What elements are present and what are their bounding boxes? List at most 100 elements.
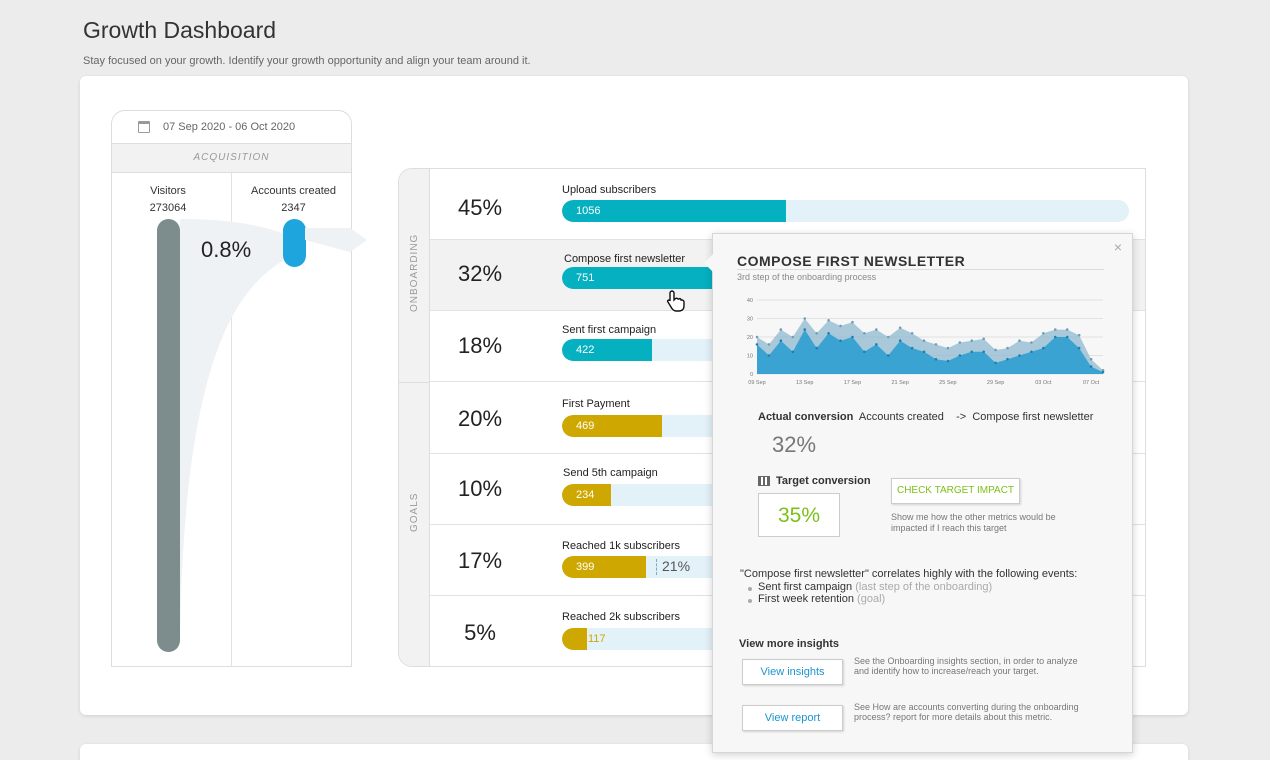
accounts-created-label: Accounts created bbox=[251, 185, 336, 197]
acquisition-flow-shape bbox=[180, 219, 283, 652]
popup-pointer bbox=[704, 254, 713, 272]
check-target-help: Show me how the other metrics would be i… bbox=[891, 512, 1056, 533]
chart-point bbox=[1077, 333, 1081, 337]
chart-x-tick-label: 21 Sep bbox=[891, 380, 908, 386]
chart-point bbox=[839, 324, 842, 328]
view-more-insights-heading: View more insights bbox=[739, 638, 840, 650]
target-conversion-input[interactable]: 35% bbox=[758, 493, 840, 537]
chart-point bbox=[910, 332, 914, 335]
actual-conversion-value: 32% bbox=[772, 432, 817, 457]
chart-point bbox=[1042, 332, 1045, 335]
chart-point bbox=[958, 341, 962, 344]
chart-point bbox=[1065, 335, 1069, 339]
chart-point bbox=[827, 319, 830, 322]
correlation-item: First week retention (goal) bbox=[748, 593, 886, 605]
correlation-hint: (last step of the onboarding) bbox=[855, 581, 993, 593]
date-range-picker[interactable]: 07 Sep 2020 - 06 Oct 2020 bbox=[112, 111, 351, 143]
chart-point bbox=[791, 335, 795, 339]
chart-point bbox=[970, 339, 974, 342]
chart-point bbox=[922, 339, 926, 342]
accounts-created-value: 2347 bbox=[281, 202, 306, 214]
target-marker bbox=[656, 559, 657, 575]
chart-point bbox=[815, 346, 818, 350]
view-insights-button[interactable]: View insights bbox=[742, 659, 843, 685]
close-icon[interactable]: × bbox=[1113, 239, 1122, 255]
chart-point bbox=[1101, 370, 1105, 374]
page-title: Growth Dashboard bbox=[83, 17, 277, 43]
step-bar-fill: 1056 bbox=[562, 200, 786, 222]
step-bar-fill: 234 bbox=[562, 484, 612, 506]
chart-point bbox=[946, 346, 950, 350]
chart-point bbox=[1089, 365, 1093, 368]
chart-point bbox=[958, 354, 962, 357]
chart-point bbox=[946, 359, 950, 363]
chart-point bbox=[898, 339, 902, 342]
chart-point bbox=[815, 332, 818, 335]
chart-y-tick-label: 0 bbox=[750, 372, 753, 378]
visitors-label: Visitors bbox=[150, 185, 186, 197]
chart-x-tick-label: 17 Sep bbox=[844, 380, 861, 386]
step-name: Send 5th campaign bbox=[563, 467, 658, 479]
chart-x-tick-label: 03 Oct bbox=[1035, 380, 1052, 386]
chart-x-tick-label: 07 Oct bbox=[1083, 380, 1100, 386]
step-details-popup: × COMPOSE FIRST NEWSLETTER 3rd step of t… bbox=[704, 233, 1133, 753]
chart-point bbox=[839, 339, 842, 342]
bullet-icon bbox=[748, 599, 752, 603]
onboarding-label: ONBOARDING bbox=[409, 233, 420, 312]
step-name: Reached 1k subscribers bbox=[562, 540, 681, 552]
actual-conversion-from: Accounts created bbox=[858, 411, 944, 423]
actual-conversion-to: Compose first newsletter bbox=[972, 411, 1094, 423]
chart-point bbox=[779, 339, 783, 342]
chart-point bbox=[1006, 357, 1009, 361]
funnel-step-row[interactable]: 45% Upload subscribers 1056 bbox=[430, 169, 1145, 240]
acquisition-panel: 07 Sep 2020 - 06 Oct 2020 ACQUISITION Vi… bbox=[111, 110, 352, 667]
acquisition-conversion-rate: 0.8% bbox=[201, 237, 252, 262]
chart-point bbox=[851, 320, 854, 324]
accounts-created-bar[interactable] bbox=[283, 219, 306, 267]
view-report-help: See How are accounts converting during t… bbox=[854, 702, 1079, 722]
chart-point bbox=[791, 350, 795, 354]
chart-point bbox=[922, 350, 926, 354]
step-percentage: 45% bbox=[457, 195, 503, 220]
chart-point bbox=[1065, 328, 1069, 331]
chart-y-tick-label: 30 bbox=[747, 317, 753, 323]
chart-point bbox=[1030, 350, 1033, 354]
page-subtitle: Stay focused on your growth. Identify yo… bbox=[83, 55, 531, 67]
chart-point bbox=[755, 335, 759, 339]
step-name: First Payment bbox=[562, 398, 630, 410]
chart-point bbox=[982, 337, 985, 341]
chart-point bbox=[803, 317, 807, 320]
visitors-value: 273064 bbox=[149, 202, 187, 214]
view-report-button[interactable]: View report bbox=[742, 705, 843, 731]
correlation-hint: (goal) bbox=[857, 593, 886, 605]
visitors-bar[interactable] bbox=[157, 219, 180, 652]
step-percentage: 5% bbox=[464, 620, 496, 645]
chart-point bbox=[779, 328, 783, 331]
target-marker-label: 21% bbox=[662, 558, 691, 574]
chart-point bbox=[851, 335, 854, 339]
flag-icon bbox=[758, 476, 770, 486]
correlation-event: First week retention bbox=[758, 593, 854, 605]
step-bar-track[interactable]: 1056 bbox=[562, 200, 1129, 222]
chart-point bbox=[1030, 341, 1033, 344]
conversion-arrow: -> bbox=[956, 411, 967, 423]
chart-point bbox=[1077, 346, 1081, 350]
step-bar-fill: 117 bbox=[562, 628, 606, 650]
step-name: Compose first newsletter bbox=[564, 253, 686, 265]
chart-point bbox=[898, 326, 902, 330]
chart-point bbox=[803, 328, 807, 331]
date-range-text: 07 Sep 2020 - 06 Oct 2020 bbox=[163, 121, 296, 133]
chart-x-tick-label: 25 Sep bbox=[939, 380, 956, 386]
column-divider bbox=[231, 173, 232, 666]
step-name: Sent first campaign bbox=[562, 324, 657, 336]
chart-point bbox=[886, 354, 890, 357]
chart-point bbox=[827, 332, 830, 335]
chart-point bbox=[1018, 354, 1021, 357]
chart-point bbox=[1042, 346, 1045, 350]
step-bar-fill: 422 bbox=[562, 339, 652, 361]
chart-point bbox=[1018, 339, 1021, 342]
side-separator bbox=[399, 382, 430, 383]
step-name: Upload subscribers bbox=[562, 184, 657, 196]
chart-series-area-front bbox=[757, 329, 1103, 374]
check-target-impact-button[interactable]: CHECK TARGET IMPACT bbox=[891, 478, 1020, 504]
